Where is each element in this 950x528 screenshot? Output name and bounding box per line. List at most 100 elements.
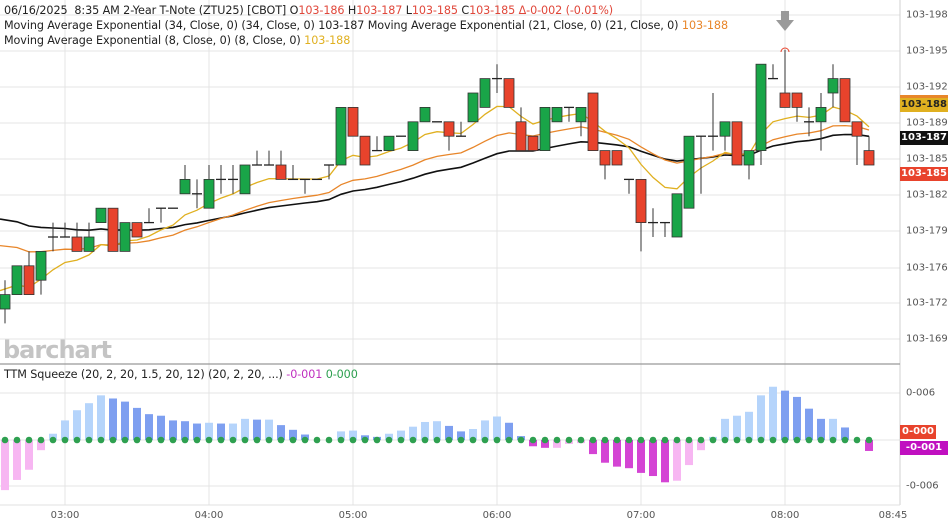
squeeze-dot bbox=[481, 436, 489, 444]
candle bbox=[239, 164, 251, 195]
histogram-bar bbox=[109, 398, 117, 440]
histogram-bar bbox=[781, 390, 789, 440]
candle bbox=[275, 150, 287, 180]
histogram-bar bbox=[205, 422, 213, 440]
histogram-bar bbox=[649, 440, 657, 477]
indicator-name[interactable]: TTM Squeeze (20, 2, 20, 1.5, 20, 12) bbox=[4, 368, 205, 381]
squeeze-dot bbox=[25, 436, 33, 444]
histogram-bar bbox=[421, 421, 429, 440]
candle-body bbox=[827, 78, 839, 94]
candle-body bbox=[755, 63, 767, 151]
histogram-bar bbox=[145, 414, 153, 440]
squeeze-dot bbox=[349, 436, 357, 444]
candle bbox=[479, 78, 491, 108]
squeeze-dot bbox=[217, 436, 225, 444]
candle-body bbox=[527, 135, 539, 151]
price-tick: 103-172 bbox=[906, 297, 948, 309]
candle bbox=[71, 222, 83, 252]
last-price-marker: 103-185 bbox=[900, 167, 948, 181]
squeeze-dot bbox=[265, 436, 273, 444]
squeeze-dot bbox=[553, 436, 561, 444]
squeeze-dot bbox=[253, 436, 261, 444]
open-value: 103-186 bbox=[298, 4, 345, 17]
time: 8:35 AM bbox=[74, 4, 120, 17]
histogram-bar bbox=[721, 418, 729, 440]
histogram-bar bbox=[73, 410, 81, 440]
candle bbox=[815, 93, 827, 151]
histogram-bar bbox=[553, 440, 561, 448]
candle-body bbox=[575, 107, 587, 123]
candle bbox=[755, 63, 767, 165]
candle bbox=[456, 121, 466, 137]
candles bbox=[0, 49, 875, 324]
ema21-name[interactable]: Moving Average Exponential (21, Close, 0… bbox=[367, 19, 602, 32]
candle bbox=[779, 49, 791, 108]
histogram-bar bbox=[445, 425, 453, 440]
squeeze-dot bbox=[397, 436, 405, 444]
histogram-bar bbox=[865, 440, 873, 451]
histogram-bar bbox=[97, 395, 105, 440]
ema-legend-row2[interactable]: Moving Average Exponential (8, Close, 0)… bbox=[4, 34, 350, 47]
open-label: O bbox=[289, 4, 299, 17]
histogram-bar bbox=[337, 431, 345, 440]
candle bbox=[539, 107, 551, 152]
candle bbox=[564, 106, 574, 122]
histogram-bar bbox=[613, 440, 621, 467]
change-value: Δ-0-002 (-0.01%) bbox=[518, 4, 614, 17]
squeeze-dot bbox=[769, 436, 777, 444]
ema-legend-row1[interactable]: Moving Average Exponential (34, Close, 0… bbox=[4, 19, 728, 32]
candle bbox=[359, 135, 371, 166]
ema8-name[interactable]: Moving Average Exponential (8, Close, 0) bbox=[4, 34, 231, 47]
candle-body bbox=[119, 222, 131, 252]
squeeze-dot bbox=[853, 436, 861, 444]
candle-body bbox=[347, 107, 359, 137]
candle-body bbox=[503, 78, 515, 108]
squeeze-dot bbox=[301, 436, 309, 444]
ema8-params: (8, Close, 0) bbox=[234, 34, 301, 47]
squeeze-dot bbox=[193, 436, 201, 444]
candle-body bbox=[407, 121, 419, 152]
squeeze-dot bbox=[577, 436, 585, 444]
histogram-bar bbox=[469, 429, 477, 440]
squeeze-dot bbox=[637, 436, 645, 444]
candle-body bbox=[467, 92, 479, 123]
histogram-bar bbox=[757, 395, 765, 440]
squeeze-dot bbox=[181, 436, 189, 444]
candle-body bbox=[359, 135, 371, 166]
squeeze-dot bbox=[361, 436, 369, 444]
price-tick: 103-189 bbox=[906, 117, 948, 129]
candle bbox=[671, 193, 683, 238]
event-down-arrow-icon[interactable] bbox=[776, 11, 794, 31]
squeeze-dot bbox=[109, 436, 117, 444]
candle bbox=[144, 208, 154, 224]
candle bbox=[599, 150, 611, 180]
squeeze-dot bbox=[589, 436, 597, 444]
squeeze-dot bbox=[709, 436, 717, 444]
candle bbox=[804, 107, 814, 137]
histogram-bar bbox=[349, 430, 357, 440]
histogram-bar bbox=[397, 430, 405, 440]
candle-body bbox=[851, 121, 863, 137]
candle bbox=[228, 165, 238, 194]
header-legend: 06/16/2025 8:35 AM 2-Year T-Note (ZTU25)… bbox=[4, 4, 613, 17]
candle-body bbox=[551, 107, 563, 123]
squeeze-dot bbox=[325, 436, 333, 444]
close-label: C bbox=[461, 4, 470, 17]
candle bbox=[660, 221, 670, 237]
indicator-tick: -0-006 bbox=[906, 480, 939, 492]
histogram-bar bbox=[61, 420, 69, 440]
candle bbox=[300, 178, 310, 194]
candle bbox=[83, 222, 95, 252]
squeeze-dot bbox=[409, 436, 417, 444]
time-tick: 07:00 bbox=[626, 510, 656, 521]
squeeze-dot bbox=[1, 436, 9, 444]
squeeze-dot bbox=[133, 436, 141, 444]
candle bbox=[264, 150, 274, 166]
ema8-line bbox=[0, 105, 870, 292]
ema34-name[interactable]: Moving Average Exponential (34, Close, 0… bbox=[4, 19, 238, 32]
candle bbox=[719, 121, 731, 151]
squeeze-dot bbox=[85, 436, 93, 444]
indicator-legend[interactable]: TTM Squeeze (20, 2, 20, 1.5, 20, 12) (20… bbox=[4, 368, 358, 381]
squeeze-dot bbox=[517, 436, 525, 444]
